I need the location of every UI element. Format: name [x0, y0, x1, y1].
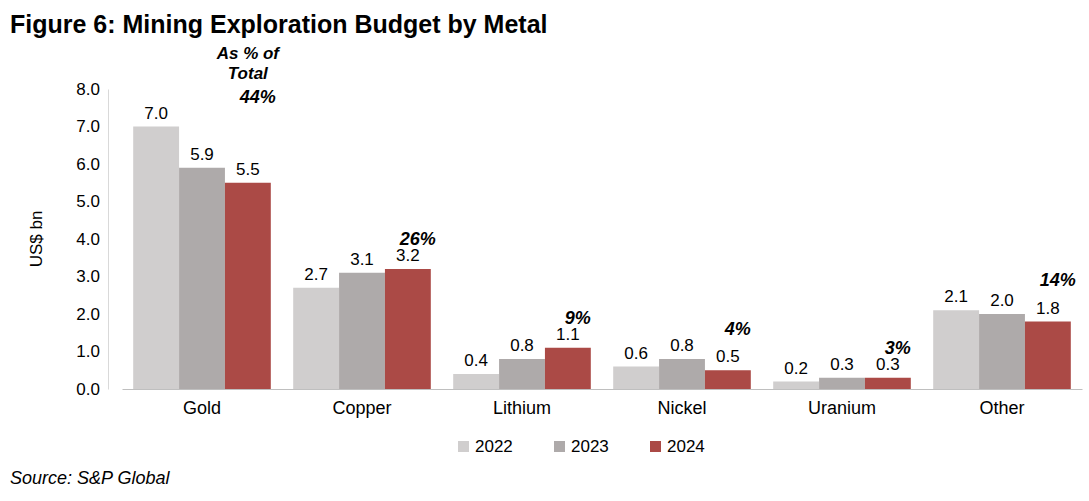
- bar: [773, 382, 819, 390]
- x-tick-label: Nickel: [657, 398, 706, 418]
- x-axis-line: [123, 389, 1083, 390]
- x-tick: Uranium: [808, 389, 876, 418]
- data-label: 2.0: [990, 291, 1014, 310]
- x-tick-label: Gold: [183, 398, 221, 418]
- share-label: 3%: [885, 338, 911, 358]
- data-label: 0.6: [624, 344, 648, 363]
- bar: [179, 168, 225, 389]
- x-tick-label: Uranium: [808, 398, 876, 418]
- share-label: 14%: [1040, 270, 1076, 290]
- data-label: 2.7: [304, 265, 328, 284]
- bar: [133, 127, 179, 390]
- y-tick: 4.0: [76, 230, 108, 249]
- legend: 2022 2023 2024: [458, 437, 705, 456]
- y-tick-label: 8.0: [76, 80, 100, 99]
- title: Figure 6: Mining Exploration Budget by M…: [10, 10, 548, 38]
- data-label: 1.8: [1036, 299, 1060, 318]
- x-tick-label: Copper: [332, 398, 391, 418]
- share-label: 26%: [399, 229, 436, 249]
- bar: [933, 310, 979, 389]
- x-tick: Lithium: [493, 389, 551, 418]
- data-label: 5.5: [236, 160, 260, 179]
- data-labels: 7.0 2.7 0.4 0.6 0.2 2.1 5.9 3.1 0.8 0.8 0.3 2.0 5.5 3…: [144, 104, 1059, 378]
- y-axis-title: US$ bn: [27, 211, 46, 268]
- legend-swatch: [554, 441, 565, 452]
- legend-label: 2023: [571, 437, 609, 456]
- bar: [545, 348, 591, 389]
- data-label: 0.4: [464, 351, 488, 370]
- bars: [133, 127, 1071, 390]
- y-tick-label: 2.0: [76, 305, 100, 324]
- y-tick: 2.0: [76, 305, 108, 324]
- bar: [339, 273, 385, 389]
- y-tick-label: 1.0: [76, 342, 100, 361]
- y-tick-label: 7.0: [76, 117, 100, 136]
- x-tick-label: Lithium: [493, 398, 551, 418]
- y-tick-label: 6.0: [76, 155, 100, 174]
- y-tick-label: 5.0: [76, 192, 100, 211]
- y-tick: 3.0: [76, 267, 108, 286]
- y-tick: 1.0: [76, 342, 108, 361]
- bar: [613, 367, 659, 390]
- chart: Figure 6: Mining Exploration Budget by M…: [0, 0, 1089, 501]
- x-tick-label: Other: [979, 398, 1024, 418]
- y-tick: 5.0: [76, 192, 108, 211]
- legend-swatch: [458, 441, 469, 452]
- bar: [499, 359, 545, 389]
- y-axis-line: [108, 90, 109, 390]
- source: Source: S&P Global: [10, 468, 170, 488]
- bar: [225, 183, 271, 389]
- legend-label: 2024: [667, 437, 705, 456]
- x-tick: Copper: [332, 389, 391, 418]
- bar: [819, 378, 865, 389]
- bar: [453, 374, 499, 389]
- data-label: 3.1: [350, 250, 374, 269]
- data-label: 0.8: [510, 336, 534, 355]
- bar: [1025, 322, 1071, 390]
- x-axis: Gold Copper Lithium Nickel Uranium Other: [123, 389, 1083, 418]
- data-label: 7.0: [144, 104, 168, 123]
- y-tick-label: 4.0: [76, 230, 100, 249]
- legend-swatch: [650, 441, 661, 452]
- data-label: 0.8: [670, 336, 694, 355]
- annotation-line: Total: [228, 64, 269, 83]
- share-label: 9%: [565, 308, 591, 328]
- legend-label: 2022: [475, 437, 513, 456]
- y-tick-label: 0.0: [76, 380, 100, 399]
- share-labels: 44% 26% 9% 4% 3% 14%: [239, 87, 1076, 358]
- share-label: 44%: [239, 87, 276, 107]
- x-tick: Nickel: [657, 389, 706, 418]
- data-label: 0.5: [716, 347, 740, 366]
- x-tick: Gold: [183, 389, 221, 418]
- y-tick-label: 3.0: [76, 267, 100, 286]
- share-label: 4%: [724, 319, 751, 339]
- bar: [865, 378, 911, 389]
- annotation: As % ofTotal: [216, 44, 282, 83]
- x-tick: Other: [979, 389, 1024, 418]
- data-label: 2.1: [944, 287, 968, 306]
- y-tick: 8.0: [76, 80, 108, 99]
- data-label: 5.9: [190, 145, 214, 164]
- bar: [293, 288, 339, 389]
- bar: [385, 269, 431, 389]
- bar: [705, 370, 751, 389]
- bar: [659, 359, 705, 389]
- y-axis: 0.0 1.0 2.0 3.0 4.0 5.0 6.0 7.0 8.0: [76, 80, 108, 399]
- annotation-line: As % of: [216, 44, 282, 63]
- data-label: 0.3: [830, 355, 854, 374]
- y-tick: 0.0: [76, 380, 108, 399]
- y-tick: 6.0: [76, 155, 108, 174]
- data-label: 0.2: [784, 359, 808, 378]
- y-tick: 7.0: [76, 117, 108, 136]
- bar: [979, 314, 1025, 389]
